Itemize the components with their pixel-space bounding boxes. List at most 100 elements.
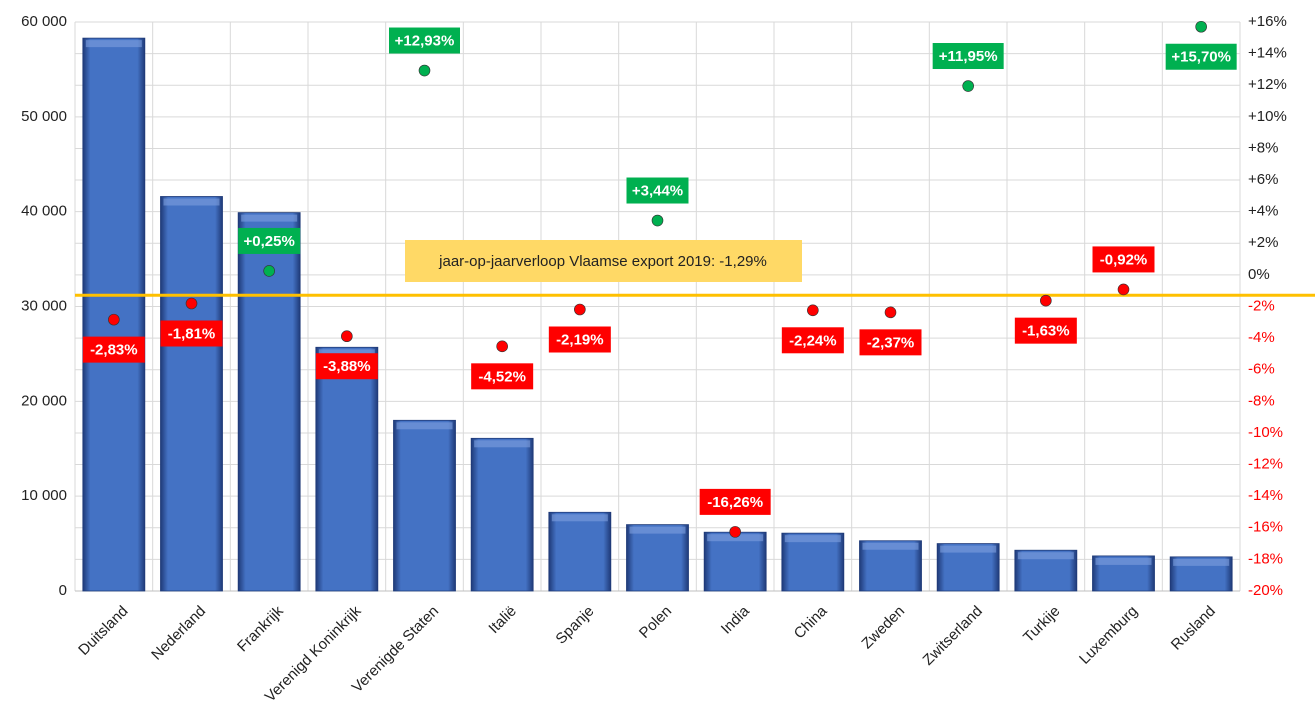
- value-label-box: [160, 320, 223, 347]
- value-label-box: [1165, 43, 1237, 70]
- y2-tick-label: -16%: [1248, 519, 1283, 536]
- dot: [651, 214, 664, 227]
- x-tick-group: Verenigde Staten: [349, 603, 442, 696]
- x-tick-label: Italië: [485, 603, 519, 637]
- value-label: +15,70%: [1171, 49, 1231, 66]
- bar-top: [784, 535, 841, 543]
- bar-top: [940, 545, 997, 553]
- value-label-box: [315, 353, 378, 380]
- dot: [263, 265, 275, 277]
- y2-tick-label: -20%: [1248, 582, 1283, 599]
- y2-tick-label: -2%: [1248, 297, 1275, 314]
- value-label-box: [1092, 246, 1155, 273]
- x-tick-label: Zwitserland: [920, 603, 986, 669]
- y2-tick-label: +4%: [1248, 203, 1278, 220]
- bar-top: [707, 534, 764, 542]
- x-tick-label: Rusland: [1168, 603, 1219, 654]
- x-tick-group: Polen: [636, 603, 675, 642]
- y-tick-label: 20 000: [21, 392, 67, 409]
- dot: [418, 64, 431, 77]
- bar-top: [396, 422, 453, 430]
- value-label: -0,92%: [1100, 251, 1148, 268]
- dot: [729, 526, 741, 538]
- y2-tick-label: -14%: [1248, 487, 1283, 504]
- value-label: -1,81%: [168, 325, 216, 342]
- dot: [962, 80, 974, 92]
- y2-tick-label: -12%: [1248, 456, 1283, 473]
- x-tick-label: Polen: [636, 603, 675, 642]
- value-label-box: [699, 488, 771, 515]
- y2-tick-label: +8%: [1248, 139, 1278, 156]
- annotation-box: [405, 240, 802, 282]
- value-label: -16,26%: [707, 494, 763, 511]
- value-label: -2,24%: [789, 332, 837, 349]
- value-label-box: [238, 227, 301, 254]
- bar-top: [318, 349, 375, 357]
- y-tick-label: 0: [59, 582, 67, 599]
- bar-top: [1095, 557, 1152, 565]
- value-label-box: [781, 327, 844, 354]
- x-tick-label: Luxemburg: [1076, 603, 1141, 668]
- y2-tick-label: -6%: [1248, 361, 1275, 378]
- bar: [470, 437, 534, 592]
- x-tick-group: China: [791, 602, 831, 642]
- bar: [393, 419, 456, 592]
- bar: [703, 531, 767, 592]
- value-label-box: [471, 363, 534, 390]
- value-label: -2,19%: [556, 331, 604, 348]
- y2-tick-label: 0%: [1248, 266, 1270, 283]
- dot: [341, 330, 353, 343]
- value-label-box: [1014, 317, 1077, 344]
- value-label: +11,95%: [939, 48, 998, 65]
- value-label: +0,25%: [244, 233, 295, 250]
- bar: [315, 346, 379, 592]
- bar: [160, 196, 223, 592]
- x-tick-group: Luxemburg: [1076, 603, 1141, 668]
- y2-tick-label: +2%: [1248, 234, 1278, 251]
- x-tick-group: Duitsland: [75, 603, 131, 659]
- bar-top: [241, 214, 298, 222]
- bar: [626, 524, 689, 592]
- value-label-box: [389, 27, 460, 54]
- value-label: -1,63%: [1022, 323, 1070, 340]
- y2-tick-label: +16%: [1248, 13, 1287, 30]
- x-tick-group: Zweden: [858, 603, 908, 653]
- bar-top: [474, 440, 531, 448]
- x-tick-group: Rusland: [1168, 603, 1219, 654]
- y-tick-label: 10 000: [21, 487, 67, 504]
- y-tick-label: 30 000: [21, 297, 67, 314]
- x-tick-label: Zweden: [858, 603, 908, 653]
- value-label: -2,37%: [867, 334, 915, 351]
- value-label: +12,93%: [395, 32, 455, 49]
- x-tick-label: Duitsland: [75, 603, 131, 659]
- x-tick-label: India: [718, 602, 753, 637]
- dot: [1117, 283, 1130, 296]
- x-tick-group: Italië: [485, 603, 519, 637]
- bar-top: [862, 542, 919, 550]
- value-label: -2,83%: [90, 342, 138, 359]
- dot: [807, 304, 819, 317]
- y-tick-label: 40 000: [21, 203, 67, 220]
- x-tick-group: Turkije: [1020, 603, 1063, 646]
- value-label-box: [932, 43, 1004, 70]
- x-tick-group: Spanje: [552, 603, 597, 648]
- value-label: -4,52%: [478, 368, 526, 385]
- value-label-box: [626, 177, 689, 204]
- x-tick-label: China: [791, 602, 831, 642]
- x-tick-group: Frankrijk: [234, 602, 287, 655]
- x-tick-label: Frankrijk: [234, 602, 287, 655]
- bar-top: [163, 198, 220, 206]
- dot: [884, 306, 897, 319]
- y2-tick-label: -18%: [1248, 550, 1283, 567]
- x-tick-label: Verenigde Staten: [349, 603, 442, 696]
- value-label: +3,44%: [632, 182, 683, 199]
- dot: [496, 340, 508, 353]
- y2-tick-label: +12%: [1248, 76, 1287, 93]
- y2-tick-label: +6%: [1248, 171, 1278, 188]
- bar-top: [629, 526, 686, 534]
- dot: [1195, 20, 1207, 33]
- bar: [781, 532, 845, 592]
- y-tick-label: 60 000: [21, 13, 67, 30]
- y2-tick-label: -4%: [1248, 329, 1275, 346]
